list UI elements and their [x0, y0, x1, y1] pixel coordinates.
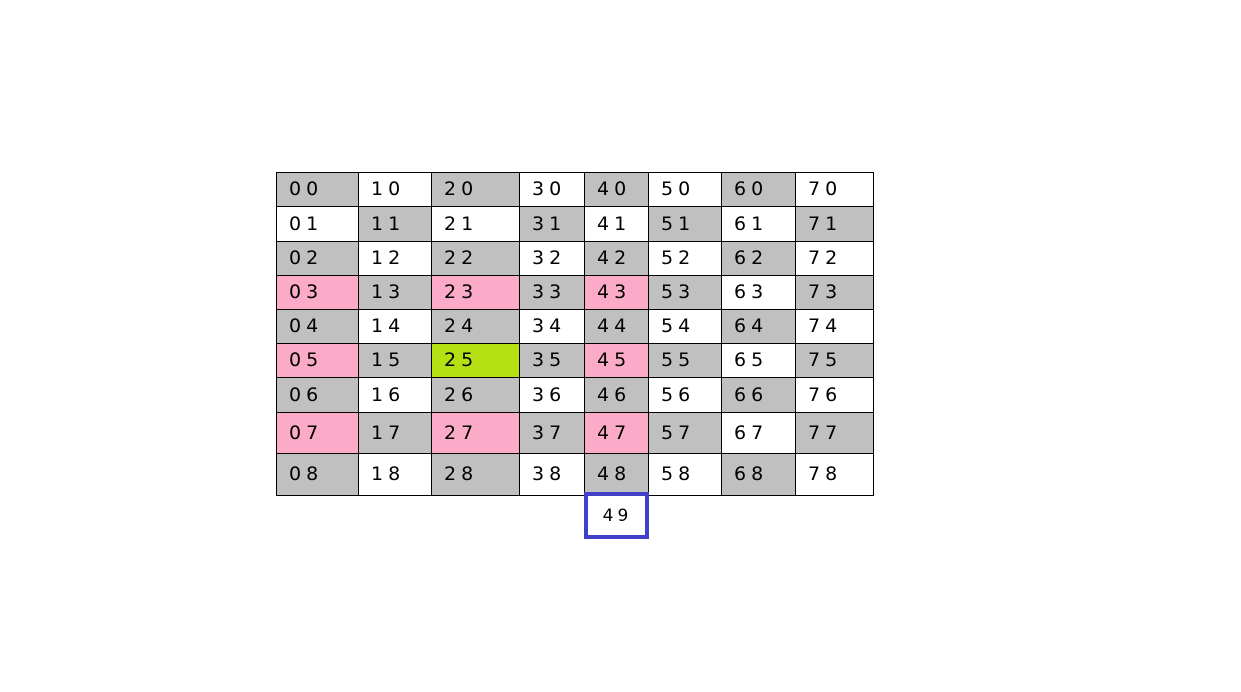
- cell-08[interactable]: 08: [276, 453, 359, 496]
- cell-50[interactable]: 50: [648, 172, 722, 207]
- cell-23[interactable]: 23: [431, 275, 520, 310]
- cell-75[interactable]: 75: [795, 343, 874, 378]
- cell-31[interactable]: 31: [519, 206, 585, 242]
- cell-36[interactable]: 36: [519, 377, 585, 413]
- cell-65[interactable]: 65: [721, 343, 796, 378]
- cell-12[interactable]: 12: [358, 241, 432, 276]
- cell-04[interactable]: 04: [276, 309, 359, 344]
- cell-26[interactable]: 26: [431, 377, 520, 413]
- cell-76[interactable]: 76: [795, 377, 874, 413]
- cell-71[interactable]: 71: [795, 206, 874, 242]
- cell-45[interactable]: 45: [584, 343, 649, 378]
- cell-74[interactable]: 74: [795, 309, 874, 344]
- cell-32[interactable]: 32: [519, 241, 585, 276]
- cell-37[interactable]: 37: [519, 412, 585, 454]
- cell-27[interactable]: 27: [431, 412, 520, 454]
- cell-13[interactable]: 13: [358, 275, 432, 310]
- cell-05[interactable]: 05: [276, 343, 359, 378]
- cell-78[interactable]: 78: [795, 453, 874, 496]
- cell-52[interactable]: 52: [648, 241, 722, 276]
- cell-33[interactable]: 33: [519, 275, 585, 310]
- number-grid: 00 10 20 30 40 50 60 70 01 11 21 31 41 51 61 71 02 12 22 32…: [276, 172, 874, 496]
- cell-16[interactable]: 16: [358, 377, 432, 413]
- cell-41[interactable]: 41: [584, 206, 649, 242]
- cell-58[interactable]: 58: [648, 453, 722, 496]
- cell-22[interactable]: 22: [431, 241, 520, 276]
- cell-72[interactable]: 72: [795, 241, 874, 276]
- cell-40[interactable]: 40: [584, 172, 649, 207]
- cell-06[interactable]: 06: [276, 377, 359, 413]
- cell-02[interactable]: 02: [276, 241, 359, 276]
- cell-62[interactable]: 62: [721, 241, 796, 276]
- cell-17[interactable]: 17: [358, 412, 432, 454]
- cell-14[interactable]: 14: [358, 309, 432, 344]
- cell-60[interactable]: 60: [721, 172, 796, 207]
- cell-47[interactable]: 47: [584, 412, 649, 454]
- cell-20[interactable]: 20: [431, 172, 520, 207]
- cell-15[interactable]: 15: [358, 343, 432, 378]
- cell-21[interactable]: 21: [431, 206, 520, 242]
- cell-46[interactable]: 46: [584, 377, 649, 413]
- cell-53[interactable]: 53: [648, 275, 722, 310]
- cell-38[interactable]: 38: [519, 453, 585, 496]
- cell-66[interactable]: 66: [721, 377, 796, 413]
- cell-57[interactable]: 57: [648, 412, 722, 454]
- cell-56[interactable]: 56: [648, 377, 722, 413]
- cell-67[interactable]: 67: [721, 412, 796, 454]
- cell-01[interactable]: 01: [276, 206, 359, 242]
- cell-77[interactable]: 77: [795, 412, 874, 454]
- cell-07[interactable]: 07: [276, 412, 359, 454]
- cell-49-highlighted[interactable]: 49: [584, 492, 649, 539]
- cell-51[interactable]: 51: [648, 206, 722, 242]
- cell-61[interactable]: 61: [721, 206, 796, 242]
- cell-11[interactable]: 11: [358, 206, 432, 242]
- cell-35[interactable]: 35: [519, 343, 585, 378]
- cell-03[interactable]: 03: [276, 275, 359, 310]
- cell-30[interactable]: 30: [519, 172, 585, 207]
- cell-54[interactable]: 54: [648, 309, 722, 344]
- cell-10[interactable]: 10: [358, 172, 432, 207]
- cell-18[interactable]: 18: [358, 453, 432, 496]
- cell-00[interactable]: 00: [276, 172, 359, 207]
- cell-70[interactable]: 70: [795, 172, 874, 207]
- cell-48[interactable]: 48: [584, 453, 649, 496]
- cell-44[interactable]: 44: [584, 309, 649, 344]
- cell-43[interactable]: 43: [584, 275, 649, 310]
- cell-42[interactable]: 42: [584, 241, 649, 276]
- cell-73[interactable]: 73: [795, 275, 874, 310]
- cell-68[interactable]: 68: [721, 453, 796, 496]
- cell-25[interactable]: 25: [431, 343, 520, 378]
- cell-63[interactable]: 63: [721, 275, 796, 310]
- cell-24[interactable]: 24: [431, 309, 520, 344]
- cell-28[interactable]: 28: [431, 453, 520, 496]
- cell-64[interactable]: 64: [721, 309, 796, 344]
- cell-34[interactable]: 34: [519, 309, 585, 344]
- cell-55[interactable]: 55: [648, 343, 722, 378]
